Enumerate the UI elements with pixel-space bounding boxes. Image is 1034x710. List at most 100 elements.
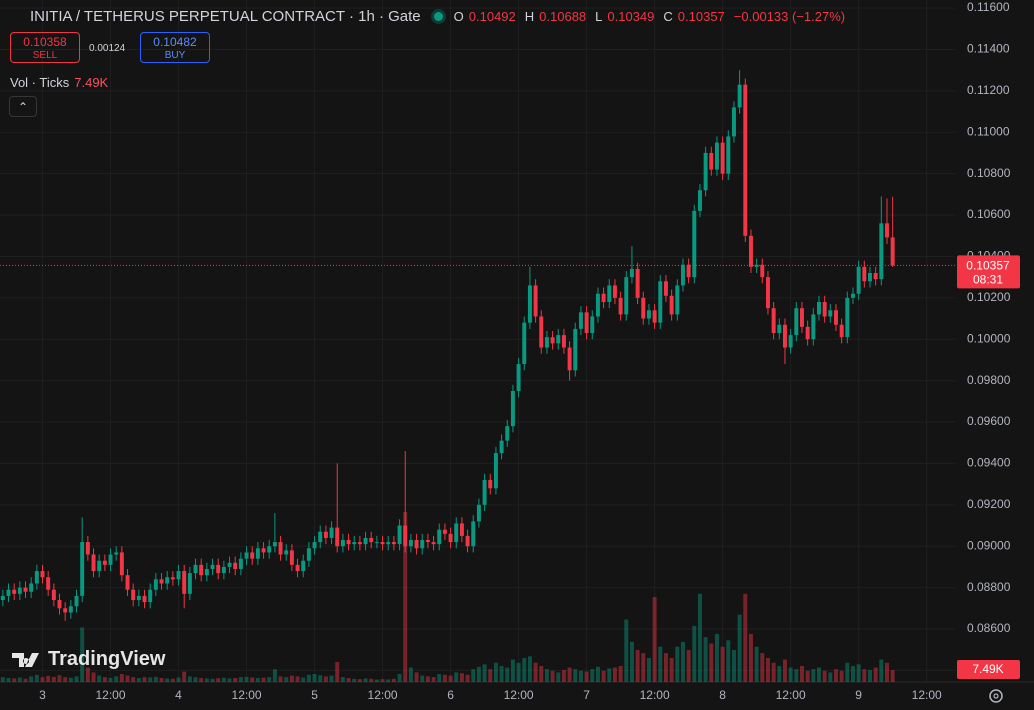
candle-body [295, 564, 300, 572]
volume-bar [663, 653, 668, 682]
candle-body [816, 301, 821, 315]
volume-bar [499, 665, 504, 682]
candle-body [799, 308, 804, 327]
volume-bar [584, 671, 589, 682]
candle-body [29, 583, 34, 592]
candle-body [828, 310, 833, 317]
candle-body [323, 531, 328, 538]
candle-body [771, 308, 776, 334]
candle-body [369, 537, 374, 543]
candle-body [845, 297, 850, 338]
candle-body [386, 542, 391, 545]
price-badge [957, 255, 1020, 289]
candle-body [811, 314, 816, 340]
volume-bar [437, 673, 442, 682]
candle-body [284, 550, 289, 555]
volume-bar [442, 674, 447, 682]
volume-bar [97, 675, 102, 682]
header: INITIA / TETHERUS PERPETUAL CONTRACT · 1… [30, 6, 849, 26]
candle-body [658, 281, 663, 323]
volume-bar [868, 669, 872, 682]
volume-bar [391, 678, 396, 682]
candle-body [131, 589, 136, 601]
settings-icon[interactable] [989, 689, 1003, 703]
candle-body [165, 577, 170, 584]
chart-title: INITIA / TETHERUS PERPETUAL CONTRACT · 1… [30, 7, 421, 25]
x-tick-label: 4 [175, 688, 182, 702]
candle-body [703, 152, 708, 191]
volume-bar [74, 676, 79, 682]
volume-bar [278, 676, 283, 682]
volume-bar [255, 677, 260, 682]
candle-body [153, 579, 158, 590]
volume-bar [454, 672, 459, 682]
candle-body [414, 540, 419, 549]
volume-bar [646, 657, 651, 682]
volume-bar [0, 677, 5, 682]
volume-bar [703, 637, 708, 682]
candle-body [142, 595, 147, 603]
candle-body [839, 324, 844, 338]
candle-body [363, 537, 368, 545]
candle-body [125, 575, 130, 590]
y-tick-label: 0.10800 [967, 166, 1011, 180]
volume-bar [238, 677, 243, 682]
volume-bar [408, 667, 413, 682]
volume-bar [669, 657, 674, 682]
volume-bar [369, 678, 374, 682]
volume-badge-value: 7.49K [972, 662, 1003, 676]
volume-bar [850, 665, 855, 682]
volume-bar [159, 677, 164, 682]
volume-bar [539, 665, 544, 682]
candle-body [885, 223, 889, 238]
candle-body [697, 190, 702, 211]
volume-bar [40, 677, 45, 682]
volume-bar [522, 657, 527, 682]
collapse-button[interactable]: ⌃ [9, 96, 37, 117]
volume-bar [811, 669, 816, 682]
candle-body [488, 479, 493, 489]
volume-bar [142, 677, 147, 682]
volume-bar [527, 656, 532, 682]
volume-bar [822, 670, 827, 682]
y-tick-label: 0.08600 [967, 621, 1011, 635]
volume-bar [686, 649, 691, 682]
candle-body [346, 540, 351, 545]
volume-bar [80, 627, 85, 682]
candle-body [850, 293, 855, 298]
volume-bar [618, 665, 623, 682]
volume-bar [420, 675, 425, 682]
volume-bar [890, 669, 895, 682]
volume-bar [425, 676, 430, 682]
volume-bar [380, 679, 385, 682]
candle-body [238, 558, 243, 569]
y-tick-label: 0.09000 [967, 538, 1011, 552]
candle-body [431, 542, 436, 545]
candle-body [765, 277, 770, 309]
watermark: TradingView [12, 648, 165, 671]
volume-bar [131, 677, 136, 682]
buy-button[interactable]: 0.10482 BUY [140, 32, 210, 63]
candle-body [193, 564, 198, 574]
candle-body [794, 308, 799, 336]
ohlc-label: O [453, 8, 464, 24]
volume-bar [714, 633, 719, 682]
volume-bar [23, 678, 28, 682]
volume-bar [204, 678, 209, 682]
x-tick-label: 12:00 [912, 688, 942, 702]
candle-body [720, 142, 725, 174]
volume-bar [720, 646, 725, 682]
volume-bar [306, 674, 311, 682]
volume-bar [250, 677, 255, 682]
y-tick-label: 0.09600 [967, 414, 1011, 428]
ohlc-value: 0.10492 [468, 8, 516, 24]
candle-body [595, 293, 600, 317]
sell-button[interactable]: 0.10358 SELL [10, 32, 80, 63]
candle-body [510, 390, 515, 427]
y-tick-label: 0.11400 [967, 42, 1010, 56]
candle-body [380, 542, 385, 545]
y-tick-label: 0.09400 [967, 456, 1011, 470]
sell-price: 0.10358 [23, 35, 67, 49]
candle-body [782, 324, 787, 348]
